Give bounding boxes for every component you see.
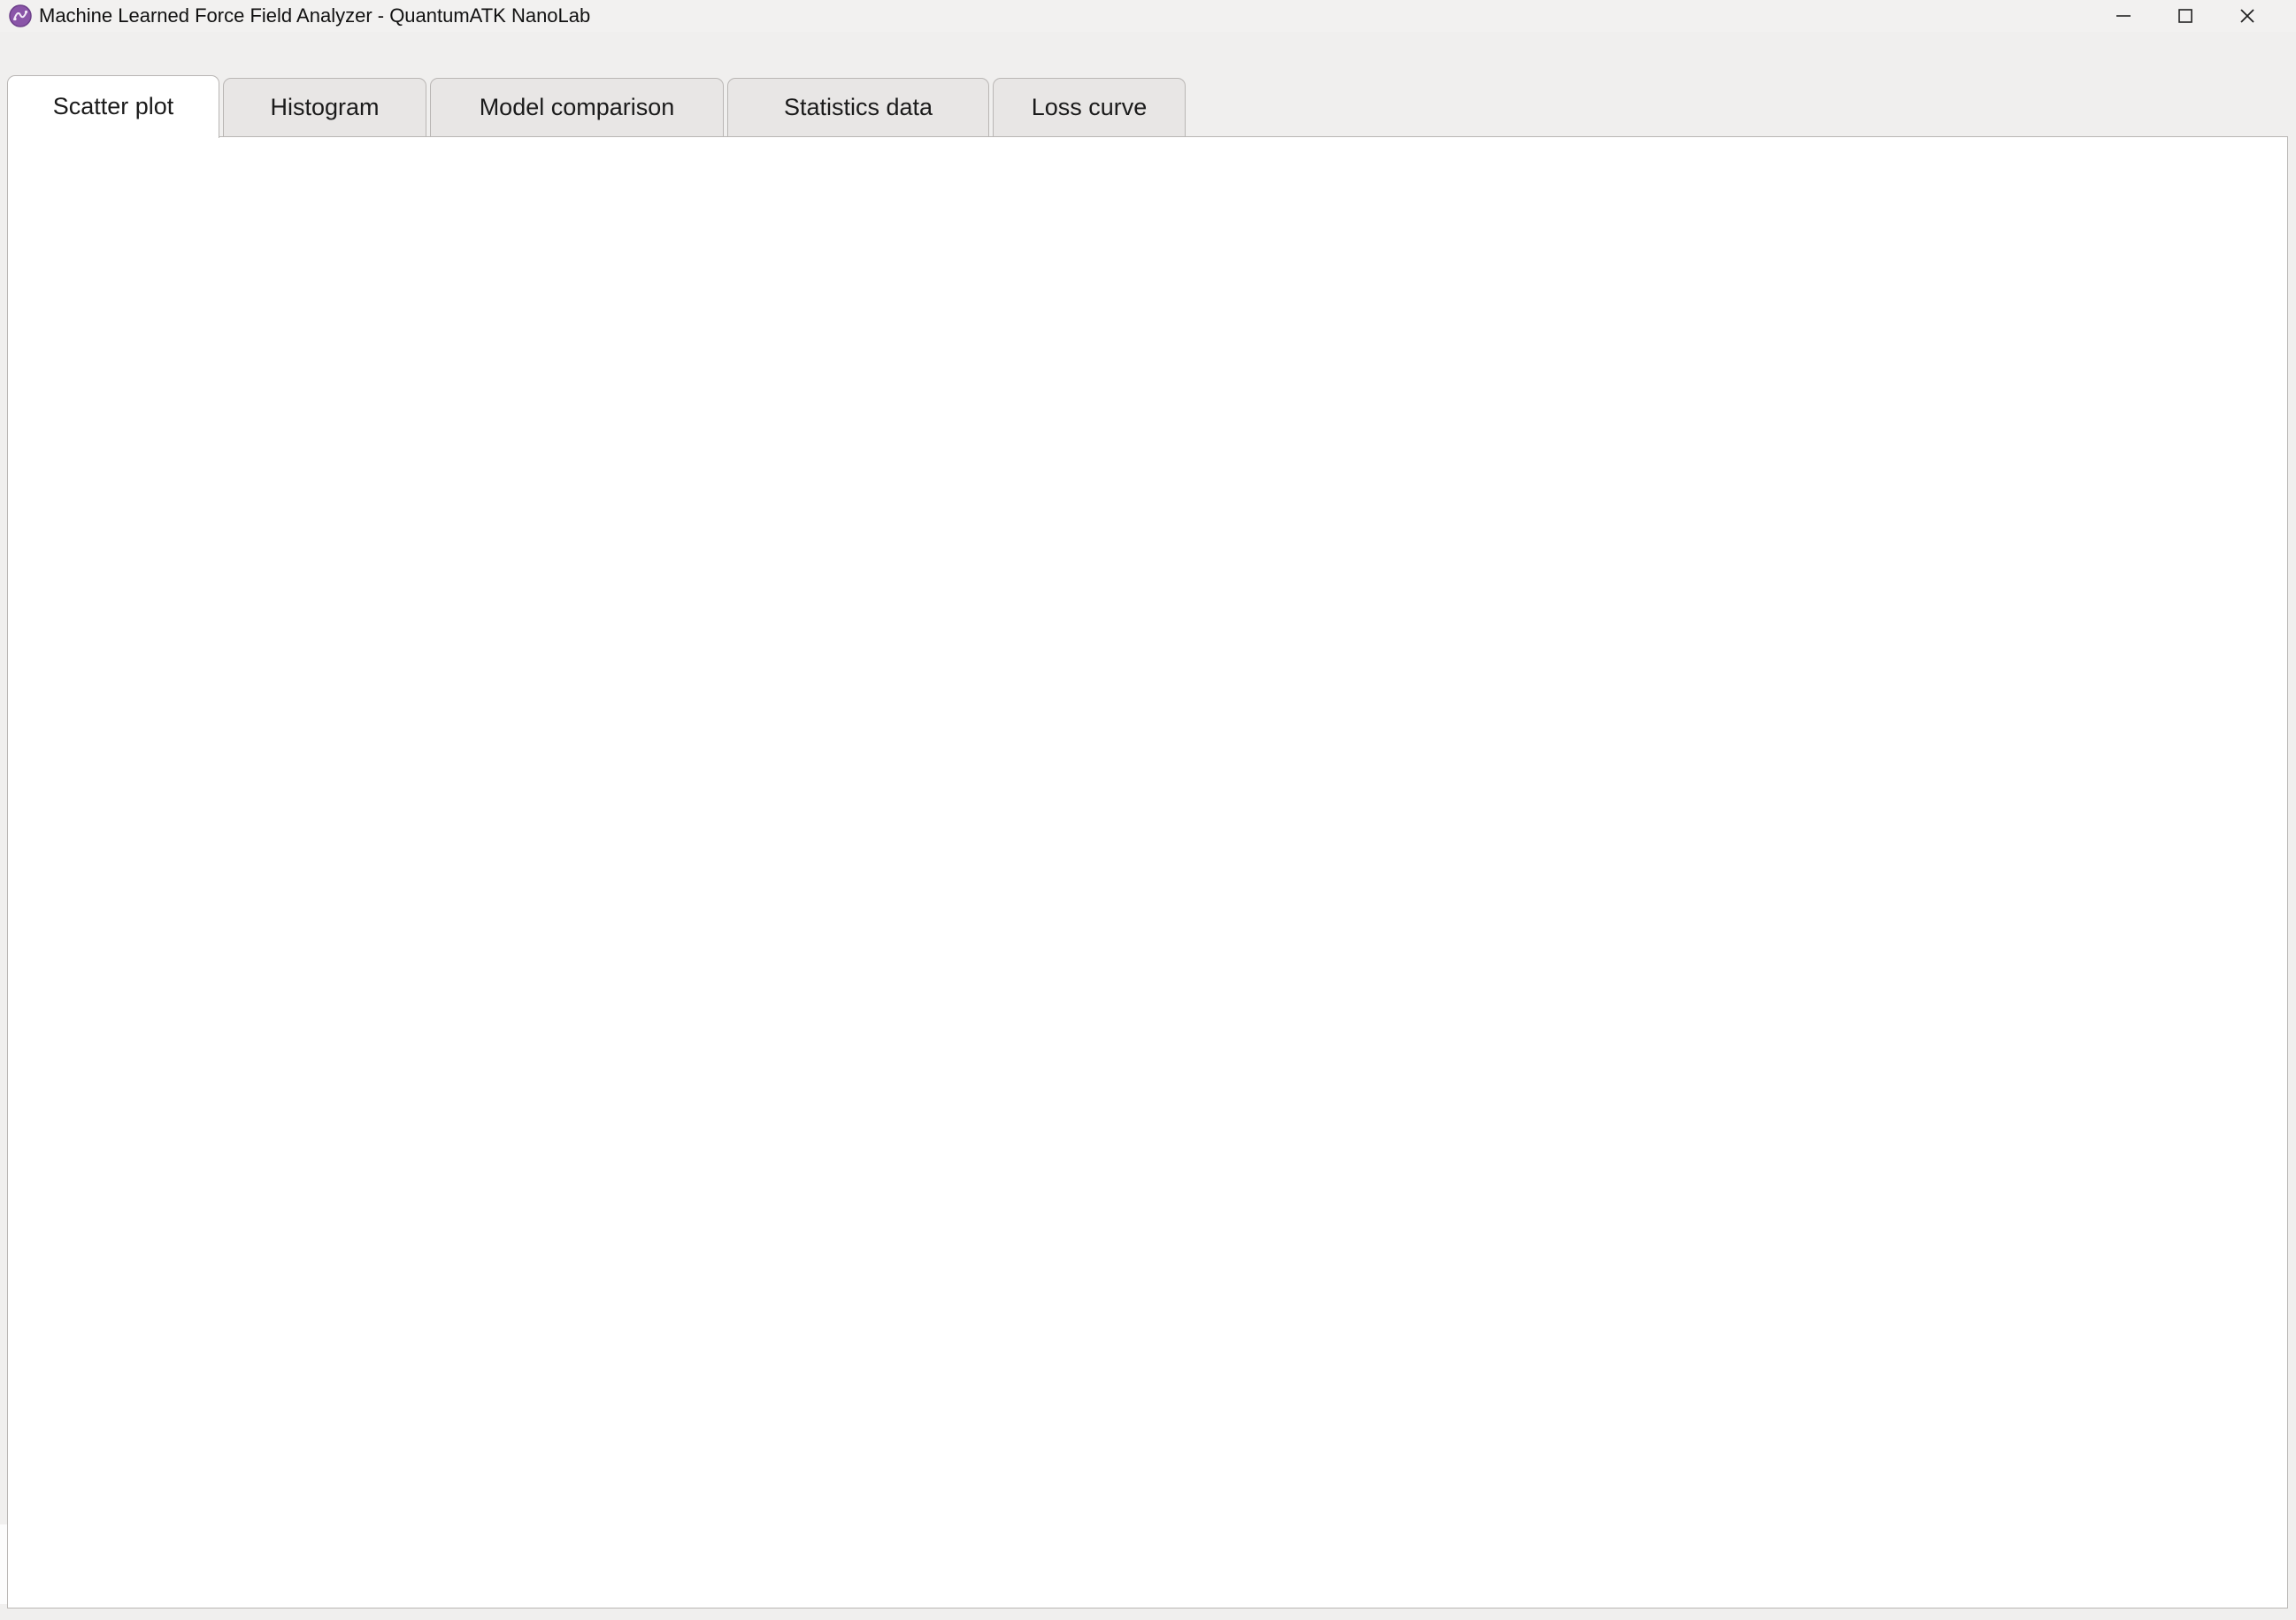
minimize-button[interactable] (2099, 0, 2148, 32)
content-panel (7, 136, 2288, 1608)
close-icon (2240, 9, 2254, 23)
tab-model-comparison[interactable]: Model comparison (430, 78, 724, 136)
close-button[interactable] (2223, 0, 2272, 32)
tab-scatter-plot[interactable]: Scatter plot (7, 75, 219, 138)
app-icon (9, 4, 32, 27)
tab-bar: Scatter plot Histogram Model comparison Sta… (0, 75, 2296, 138)
tab-loss-curve[interactable]: Loss curve (993, 78, 1186, 136)
minimize-icon (2116, 15, 2131, 17)
title-bar: Machine Learned Force Field Analyzer - Q… (0, 0, 2296, 32)
tab-histogram[interactable]: Histogram (223, 78, 426, 136)
tab-statistics-data[interactable]: Statistics data (727, 78, 989, 136)
maximize-button[interactable] (2161, 0, 2210, 32)
maximize-icon (2178, 9, 2192, 23)
window-title: Machine Learned Force Field Analyzer - Q… (39, 4, 591, 27)
